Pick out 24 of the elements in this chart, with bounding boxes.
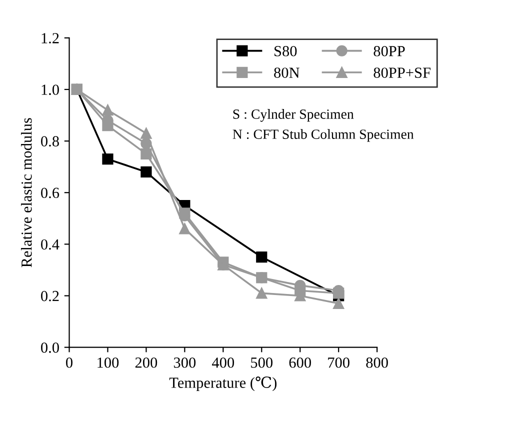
y-tick-label: 0.2 — [41, 290, 59, 302]
y-axis-title: Relative elastic modulus — [21, 118, 32, 268]
y-tick-label: 1.2 — [42, 33, 59, 44]
x-tick-label: 200 — [135, 357, 158, 368]
y-tick-label: 0.0 — [41, 342, 59, 353]
y-tick-label: 0.6 — [41, 188, 60, 198]
annotation: N : CFT Stub Column Specimen — [232, 129, 414, 142]
x-tick-label: 600 — [289, 357, 311, 368]
x-tick-label: 100 — [98, 357, 119, 368]
y-tick-label: 0.8 — [41, 136, 59, 147]
x-tick-label: 0 — [66, 357, 72, 368]
x-tick-label: 700 — [328, 357, 350, 368]
x-tick-label: 400 — [212, 357, 234, 368]
legend-label: 80N — [274, 68, 300, 78]
x-tick-label: 500 — [251, 357, 273, 368]
legend-label: 80PP — [374, 46, 405, 56]
x-tick-label: 800 — [366, 357, 388, 368]
y-tick-label: 0.4 — [41, 239, 60, 250]
legend-label: S80 — [274, 46, 297, 56]
legend-label: 80PP+SF — [374, 68, 430, 78]
y-tick-label: 1.0 — [42, 84, 59, 95]
annotation: S : Cylnder Specimen — [233, 109, 354, 122]
x-tick-label: 300 — [174, 357, 196, 368]
x-axis-title: Temperature (℃) — [169, 376, 277, 392]
